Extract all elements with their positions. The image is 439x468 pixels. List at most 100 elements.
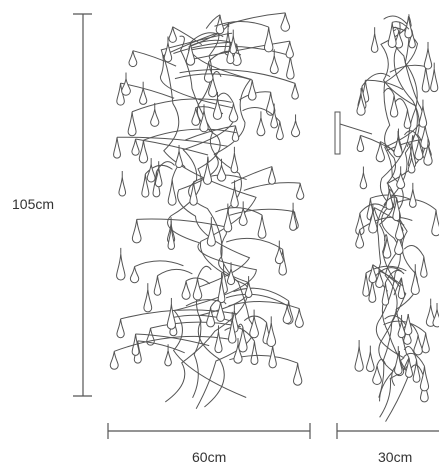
branch-twig xyxy=(384,269,405,283)
crystal-drop xyxy=(141,173,150,198)
crystal-drop xyxy=(268,345,277,369)
crystal-drop xyxy=(394,352,403,376)
branch-twig xyxy=(197,265,212,279)
crystal-drop xyxy=(421,332,430,354)
branch-twig xyxy=(403,244,425,257)
crystal-drop xyxy=(404,16,413,39)
crystal-drop xyxy=(389,95,399,118)
crystal-drop xyxy=(113,137,121,159)
crystal-drop xyxy=(387,22,397,48)
branch-twig xyxy=(131,98,232,113)
height-dimension-line xyxy=(73,13,92,397)
branch-twig xyxy=(365,265,407,274)
branch-twig xyxy=(411,135,414,144)
branch-twig xyxy=(173,314,233,323)
branch-twig xyxy=(403,346,418,361)
crystal-drop xyxy=(175,150,183,168)
crystal-drop xyxy=(146,164,156,183)
crystal-drop xyxy=(420,125,430,149)
crystal-drop xyxy=(375,141,385,163)
crystal-drop xyxy=(227,317,237,344)
crystal-drop xyxy=(164,350,172,367)
crystal-drop xyxy=(420,256,428,278)
branch-twig xyxy=(383,234,388,241)
front-view-drawing xyxy=(109,12,305,409)
branch-trunk xyxy=(159,32,249,403)
branch-twig xyxy=(223,12,286,27)
crystal-drop xyxy=(263,27,274,53)
crystal-drop xyxy=(394,30,404,49)
crystal-drop xyxy=(366,351,375,373)
crystal-drop xyxy=(368,279,377,303)
crystal-drop xyxy=(228,103,239,123)
branch-twig xyxy=(137,340,185,354)
crystal-drop xyxy=(233,344,243,364)
crystal-drop xyxy=(244,282,253,298)
crystal-drop xyxy=(356,135,365,152)
crystal-drop xyxy=(214,331,223,354)
crystal-drop xyxy=(405,357,413,378)
crystal-drop xyxy=(249,315,259,339)
branch-twig xyxy=(217,92,234,104)
branch-twig xyxy=(190,32,224,43)
crystal-drop xyxy=(153,275,162,296)
width-label: 60cm xyxy=(192,449,227,465)
crystal-drop xyxy=(109,351,119,370)
crystal-drop xyxy=(268,166,276,185)
branch-twig xyxy=(383,320,427,334)
branch-twig xyxy=(379,270,404,287)
crystal-drop xyxy=(230,186,239,209)
crystal-drop xyxy=(212,97,223,120)
crystal-drop xyxy=(423,47,433,70)
crystal-drop xyxy=(127,111,137,137)
branch-twig xyxy=(226,237,283,250)
crystal-drop xyxy=(296,183,305,200)
branch-twig xyxy=(224,326,255,342)
crystal-drop xyxy=(419,366,430,392)
branch-twig xyxy=(376,358,386,366)
crystal-drop xyxy=(167,179,177,206)
crystal-drop xyxy=(238,207,248,226)
crystal-drop xyxy=(372,365,382,385)
crystal-drop xyxy=(282,305,292,324)
crystal-drop xyxy=(290,120,301,138)
crystal-drop xyxy=(166,303,176,330)
crystal-drop xyxy=(408,188,417,208)
crystal-drop xyxy=(181,280,191,300)
crystal-drop xyxy=(118,176,127,197)
branch-twig xyxy=(229,208,295,216)
crystal-drop xyxy=(116,318,125,339)
branch-twig xyxy=(214,20,269,28)
crystal-drop xyxy=(408,30,416,49)
branch-twig xyxy=(173,41,231,54)
branch-twig xyxy=(185,277,211,285)
crystal-drop xyxy=(392,197,401,222)
crystal-drop xyxy=(368,209,378,234)
crystal-drop xyxy=(238,326,248,353)
crystal-drop xyxy=(410,270,420,295)
height-label: 105cm xyxy=(12,196,55,212)
crystal-drop xyxy=(247,79,257,101)
branch-twig xyxy=(395,198,437,211)
crystal-drop xyxy=(230,152,239,174)
crystal-drop xyxy=(354,345,364,372)
crystal-drop xyxy=(116,253,126,281)
branch-twig xyxy=(365,79,404,90)
side-view-drawing xyxy=(334,14,439,422)
crystal-drop xyxy=(265,92,276,116)
crystal-drop xyxy=(396,172,406,190)
crystal-drop xyxy=(208,75,218,98)
crystal-drop xyxy=(269,55,279,75)
crystal-drop xyxy=(368,264,377,284)
branch-twig xyxy=(185,299,221,307)
crystal-drop xyxy=(143,289,153,313)
crystal-drop xyxy=(203,161,213,185)
crystal-drop xyxy=(154,167,163,188)
crystal-drop xyxy=(356,94,366,116)
crystal-drop xyxy=(163,42,173,63)
branch-twig xyxy=(193,40,290,60)
branch-twig xyxy=(389,64,426,73)
width-dimension-line xyxy=(107,423,311,439)
wall-mount-plate xyxy=(334,111,341,155)
